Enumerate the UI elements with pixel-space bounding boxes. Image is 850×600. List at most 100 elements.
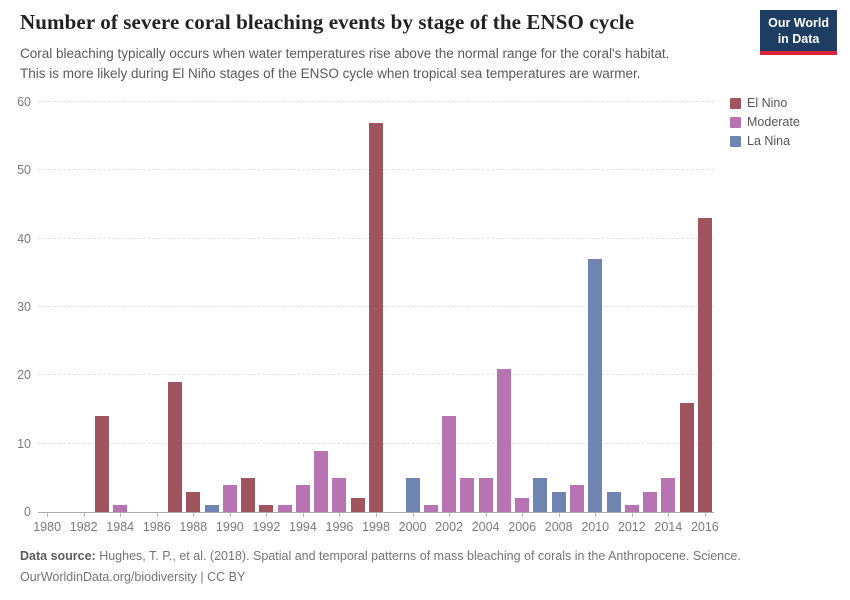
- x-axis-tick-label: 2012: [617, 520, 646, 534]
- x-axis-tick-mark: [376, 513, 377, 517]
- footer-datasource: Data source: Hughes, T. P., et al. (2018…: [20, 546, 830, 567]
- x-axis-tick-mark: [522, 513, 524, 517]
- x-axis-tick-mark: [449, 513, 451, 517]
- y-axis-tick-label: 60: [17, 95, 31, 109]
- legend-item-label: El Nino: [747, 96, 788, 110]
- bar-2005[interactable]: [496, 368, 511, 512]
- bar-2010[interactable]: [588, 259, 603, 512]
- x-axis-tick-label: 1988: [179, 520, 208, 534]
- bar-2015[interactable]: [679, 402, 694, 512]
- x-axis-tick-mark: [156, 513, 158, 517]
- x-axis-tick-mark: [193, 513, 195, 517]
- legend-item-moderate[interactable]: Moderate: [730, 116, 800, 128]
- x-axis-tick-label: 2008: [544, 520, 573, 534]
- bar-2008[interactable]: [551, 491, 566, 512]
- bar-2004[interactable]: [478, 477, 493, 512]
- x-axis-tick-mark: [47, 513, 49, 517]
- legend-swatch-icon: [730, 135, 741, 147]
- bar-2011[interactable]: [606, 491, 621, 512]
- x-axis-tick-label: 1980: [33, 520, 62, 534]
- bar-2006[interactable]: [515, 498, 530, 512]
- y-axis-tick-label: 30: [17, 300, 31, 314]
- gridline-y-60: [38, 101, 714, 102]
- legend-item-label: Moderate: [747, 115, 800, 129]
- bar-1998[interactable]: [369, 122, 383, 512]
- bar-1983[interactable]: [94, 416, 109, 512]
- bar-1987[interactable]: [168, 382, 183, 512]
- legend-swatch-icon: [730, 97, 741, 109]
- x-axis-tick-mark: [266, 513, 268, 517]
- x-axis-tick-mark: [668, 513, 670, 517]
- x-axis-tick-label: 1996: [325, 520, 354, 534]
- owid-logo-line1: Our World: [768, 16, 829, 30]
- footer: Data source: Hughes, T. P., et al. (2018…: [20, 546, 830, 588]
- bar-1988[interactable]: [186, 491, 201, 512]
- x-axis-tick-mark: [631, 513, 633, 517]
- x-axis-tick-mark: [558, 513, 560, 517]
- bar-2007[interactable]: [533, 477, 548, 512]
- x-axis-tick-mark: [412, 513, 414, 517]
- x-axis-tick-label: 1986: [142, 520, 171, 534]
- y-axis-tick-label: 50: [17, 163, 31, 178]
- legend-swatch-icon: [730, 116, 741, 128]
- bar-2009[interactable]: [569, 484, 584, 512]
- x-axis-tick-mark: [83, 513, 85, 517]
- bar-1994[interactable]: [295, 484, 310, 512]
- owid-logo-line2: in Data: [777, 31, 820, 46]
- bar-1992[interactable]: [259, 505, 274, 512]
- legend-item-la-nina[interactable]: La Nina: [730, 135, 800, 147]
- x-axis-tick-label: 2016: [690, 520, 719, 534]
- bar-2013[interactable]: [643, 491, 658, 512]
- x-axis-tick-label: 2000: [398, 520, 427, 534]
- bar-1996[interactable]: [332, 477, 347, 512]
- chart-title: Number of severe coral bleaching events …: [20, 10, 635, 34]
- x-axis-tick-label: 2010: [581, 520, 610, 534]
- bar-2014[interactable]: [661, 477, 676, 512]
- plot-area: 0 10 20 30 40 50 60 1980 1982 1984 1986 1988 1990 199…: [17, 95, 719, 534]
- x-axis-tick-label: 2014: [654, 520, 683, 534]
- bar-2016[interactable]: [697, 218, 712, 512]
- bar-1995[interactable]: [314, 450, 329, 512]
- x-axis-tick-label: 1994: [289, 520, 317, 534]
- x-axis-tick-label: 1992: [252, 520, 281, 534]
- footer-license: OurWorldinData.org/biodiversity | CC BY: [20, 570, 246, 584]
- x-axis-tick-label: 1990: [215, 520, 244, 534]
- owid-logo: Our World in Data: [760, 10, 837, 56]
- x-axis-tick-mark: [704, 513, 706, 517]
- subtitle-line-1: Coral bleaching typically occurs when wa…: [20, 46, 670, 61]
- x-axis-tick-label: 2006: [508, 520, 537, 534]
- x-axis-tick-mark: [595, 513, 597, 517]
- x-axis-tick-mark: [339, 513, 341, 517]
- x-axis-tick-mark: [302, 513, 304, 517]
- bar-1997[interactable]: [350, 498, 365, 512]
- bar-2000[interactable]: [405, 477, 420, 512]
- bar-1984[interactable]: [113, 505, 128, 512]
- legend-item-label: La Nina: [747, 134, 791, 148]
- x-axis-tick-label: 1982: [69, 520, 98, 534]
- bar-2001[interactable]: [423, 505, 438, 512]
- bar-1989[interactable]: [204, 505, 219, 512]
- bar-1990[interactable]: [222, 484, 237, 512]
- subtitle-line-2: This is more likely during El Niño stage…: [20, 66, 641, 81]
- bar-1991[interactable]: [241, 477, 256, 512]
- x-axis-tick-label: 1984: [106, 520, 135, 534]
- y-axis-tick-label: 20: [17, 368, 31, 383]
- x-axis-tick-mark: [485, 513, 487, 517]
- bar-2002[interactable]: [442, 416, 457, 512]
- datasource-text: Hughes, T. P., et al. (2018). Spatial an…: [95, 549, 741, 563]
- x-axis-tick-label: 2004: [471, 520, 500, 534]
- y-axis-tick-label: 40: [17, 231, 31, 246]
- x-axis-tick-mark: [120, 513, 122, 517]
- x-axis-tick-label: 2002: [435, 520, 463, 534]
- y-axis-tick-label: 0: [24, 505, 31, 519]
- bar-2012[interactable]: [624, 505, 639, 512]
- x-axis-tick-mark: [229, 513, 231, 517]
- legend-item-el-nino[interactable]: El Nino: [730, 97, 800, 109]
- bar-2003[interactable]: [460, 477, 475, 512]
- legend: El Nino Moderate La Nina: [730, 97, 800, 154]
- chart-subtitle: Coral bleaching typically occurs when wa…: [20, 44, 780, 84]
- bar-1993[interactable]: [277, 505, 292, 512]
- y-axis-tick-label: 10: [17, 436, 31, 451]
- datasource-label: Data source:: [20, 549, 96, 563]
